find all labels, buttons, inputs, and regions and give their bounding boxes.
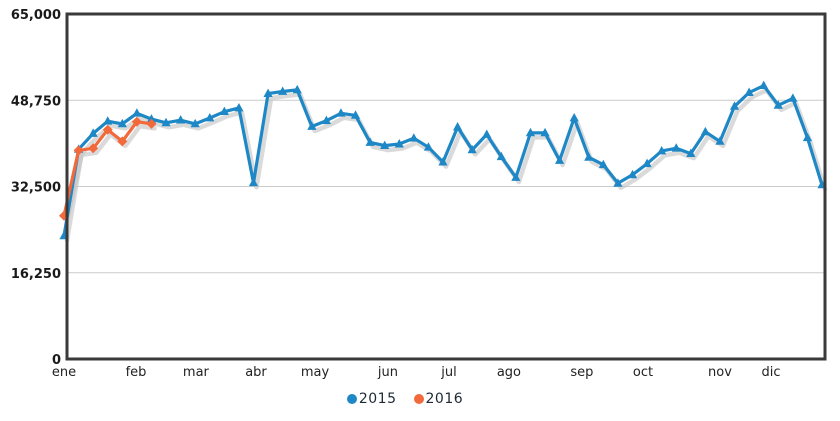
y-axis-tick-label: 65,000 bbox=[11, 8, 61, 23]
data-point-2015[interactable] bbox=[555, 155, 565, 164]
x-axis-month-label: feb bbox=[126, 365, 147, 380]
data-point-2015[interactable] bbox=[161, 117, 171, 127]
data-point-2015[interactable] bbox=[117, 118, 127, 128]
data-point-2015[interactable] bbox=[438, 157, 448, 166]
x-axis-month-label: oct bbox=[633, 365, 653, 380]
data-point-2015[interactable] bbox=[525, 127, 536, 137]
legend-item-2015[interactable]: 2015 bbox=[346, 391, 397, 407]
y-axis-tick-label: 16,250 bbox=[11, 267, 61, 282]
data-point-2015[interactable] bbox=[380, 140, 390, 150]
data-point-2015[interactable] bbox=[773, 100, 783, 109]
data-point-2015[interactable] bbox=[598, 159, 608, 169]
data-point-2015[interactable] bbox=[584, 152, 594, 161]
data-point-2015[interactable] bbox=[671, 143, 681, 152]
data-point-2015[interactable] bbox=[423, 142, 434, 151]
data-point-2015[interactable] bbox=[467, 144, 477, 154]
data-point-2015[interactable] bbox=[234, 102, 244, 112]
data-point-2015[interactable] bbox=[627, 169, 638, 179]
data-point-2016[interactable] bbox=[117, 136, 128, 147]
data-point-2015[interactable] bbox=[788, 93, 798, 102]
data-point-2015[interactable] bbox=[365, 137, 375, 146]
data-point-2015[interactable] bbox=[613, 178, 623, 187]
data-point-2016[interactable] bbox=[131, 116, 142, 127]
data-point-2016[interactable] bbox=[88, 143, 99, 154]
data-point-2015[interactable] bbox=[278, 86, 288, 95]
y-axis-tick-label: 48,750 bbox=[11, 94, 61, 109]
data-point-2015[interactable] bbox=[350, 110, 361, 119]
series-2016-shadow bbox=[64, 123, 157, 223]
legend-2016-label: 2016 bbox=[425, 391, 464, 407]
y-axis-tick-label: 0 bbox=[52, 353, 61, 368]
data-point-2015[interactable] bbox=[540, 127, 550, 137]
data-point-2015[interactable] bbox=[569, 113, 579, 122]
data-point-2015[interactable] bbox=[321, 115, 331, 125]
legend-2015-dot-icon bbox=[346, 394, 357, 404]
x-axis-month-label: sep bbox=[570, 365, 593, 380]
data-point-2015[interactable] bbox=[88, 128, 98, 137]
data-point-2015[interactable] bbox=[219, 106, 229, 116]
data-point-2015[interactable] bbox=[190, 118, 200, 128]
data-point-2015[interactable] bbox=[729, 101, 740, 110]
x-axis-month-label: mar bbox=[183, 365, 210, 380]
data-point-2016[interactable] bbox=[146, 118, 157, 129]
data-point-2015[interactable] bbox=[132, 108, 142, 117]
x-axis-month-label: may bbox=[301, 365, 330, 380]
data-point-2015[interactable] bbox=[409, 133, 419, 142]
x-axis-month-label: ene bbox=[52, 365, 76, 380]
data-point-2015[interactable] bbox=[511, 172, 521, 181]
legend-2016-dot-icon bbox=[413, 394, 424, 404]
data-point-2015[interactable] bbox=[292, 84, 302, 94]
data-point-2015[interactable] bbox=[715, 136, 725, 145]
data-point-2015[interactable] bbox=[263, 88, 273, 98]
data-point-2015[interactable] bbox=[744, 87, 754, 96]
data-point-2015[interactable] bbox=[802, 132, 813, 142]
legend: 2015 2016 bbox=[0, 391, 810, 407]
data-point-2015[interactable] bbox=[452, 122, 463, 131]
data-point-2015[interactable] bbox=[248, 177, 259, 187]
x-axis-month-label: ago bbox=[497, 365, 521, 380]
data-point-2015[interactable] bbox=[205, 113, 215, 122]
data-point-2015[interactable] bbox=[759, 80, 769, 90]
data-point-2016[interactable] bbox=[102, 124, 113, 135]
x-axis-month-label: jul bbox=[440, 365, 456, 380]
x-axis-month-label: abr bbox=[245, 365, 267, 380]
data-point-2015[interactable] bbox=[686, 148, 696, 157]
data-point-2016[interactable] bbox=[73, 145, 84, 156]
legend-2015-label: 2015 bbox=[358, 391, 397, 407]
data-point-2015[interactable] bbox=[176, 115, 186, 124]
x-axis-month-label: dic bbox=[761, 365, 780, 380]
data-point-2015[interactable] bbox=[146, 114, 157, 123]
data-point-2015[interactable] bbox=[496, 151, 506, 161]
x-axis-month-label: jun bbox=[377, 365, 398, 380]
data-point-2015[interactable] bbox=[642, 158, 652, 168]
data-point-2015[interactable] bbox=[700, 126, 710, 136]
plot-border bbox=[65, 12, 827, 361]
data-point-2015[interactable] bbox=[394, 139, 404, 148]
data-point-2015[interactable] bbox=[482, 129, 492, 138]
data-point-2015[interactable] bbox=[657, 145, 667, 155]
legend-item-2016[interactable]: 2016 bbox=[413, 391, 464, 407]
x-axis-month-label: nov bbox=[708, 365, 732, 380]
data-point-2015[interactable] bbox=[103, 116, 113, 125]
data-point-2015[interactable] bbox=[307, 121, 317, 130]
data-point-2015[interactable] bbox=[336, 108, 346, 117]
y-axis-tick-label: 32,500 bbox=[11, 181, 61, 196]
